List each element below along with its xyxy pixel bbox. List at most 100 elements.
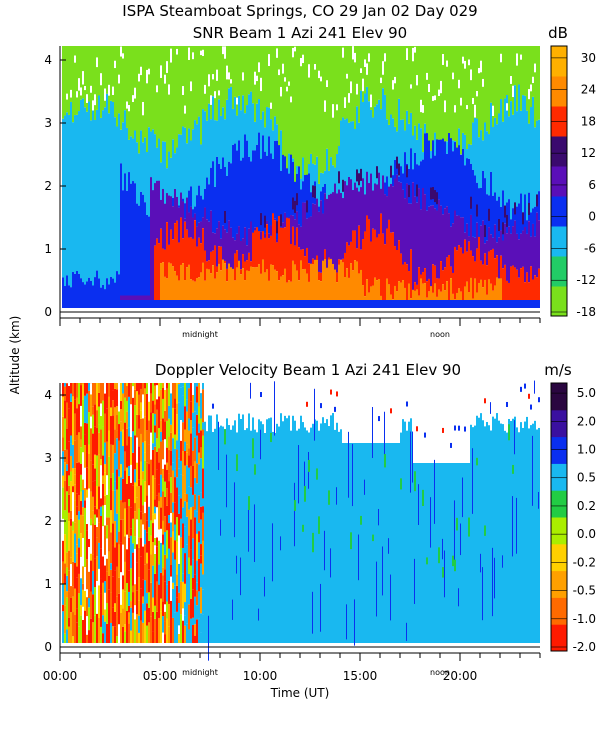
snr-cell	[68, 114, 70, 286]
doppler-streak	[280, 536, 281, 551]
doppler-cell	[274, 432, 276, 643]
doppler-cell	[92, 433, 94, 465]
snr-cell	[326, 46, 328, 149]
snr-cell	[250, 161, 252, 222]
snr-cell	[288, 153, 290, 174]
doppler-cell	[104, 581, 106, 593]
doppler-cell	[154, 618, 156, 643]
doppler-cell	[134, 511, 136, 537]
snr-cell	[250, 266, 252, 301]
snr-cell	[516, 206, 518, 234]
snr-cell	[256, 103, 258, 145]
doppler-cell	[126, 508, 128, 535]
snr-cell	[174, 271, 176, 301]
doppler-cell	[128, 436, 130, 466]
doppler-cell	[190, 433, 192, 466]
snr-cell	[200, 221, 202, 244]
doppler-cell	[128, 475, 130, 500]
doppler-cell	[378, 416, 380, 422]
snr-cell	[516, 111, 518, 207]
snr-cell	[396, 46, 398, 132]
snr-cell	[78, 273, 80, 301]
snr-cell	[170, 157, 172, 220]
snr-cell	[264, 46, 266, 128]
doppler-cell	[108, 489, 110, 518]
doppler-cell	[94, 426, 96, 455]
snr-cell	[474, 278, 476, 301]
doppler-cell	[62, 383, 64, 397]
snr-cell	[234, 96, 236, 144]
doppler-cell	[370, 443, 372, 643]
snr-cell	[504, 98, 506, 215]
doppler-cell	[82, 479, 84, 491]
snr-cell	[394, 46, 396, 127]
doppler-cell	[84, 467, 86, 489]
snr-gap	[362, 78, 364, 92]
doppler-cell	[194, 494, 196, 510]
doppler-cell	[158, 462, 160, 485]
snr-cell	[492, 248, 494, 291]
doppler-cell	[94, 454, 96, 469]
doppler-cell	[68, 383, 70, 386]
doppler-cell	[108, 575, 110, 590]
snr-cell	[480, 46, 482, 131]
doppler-cell	[202, 468, 204, 499]
snr-cell	[432, 292, 434, 301]
snr-gap	[478, 67, 480, 74]
doppler-colorbar-label: -1.0	[573, 612, 596, 626]
doppler-streak	[384, 411, 385, 455]
snr-cell	[294, 219, 296, 246]
doppler-cell	[154, 425, 156, 433]
snr-cell	[126, 127, 128, 191]
doppler-cell	[98, 509, 100, 523]
snr-gap	[344, 97, 346, 108]
snr-cell	[186, 197, 188, 230]
snr-cell	[416, 184, 418, 197]
snr-cell	[208, 184, 210, 222]
doppler-cell	[76, 493, 78, 507]
snr-cell	[400, 282, 402, 301]
snr-cell	[470, 163, 472, 215]
doppler-cell	[110, 407, 112, 417]
doppler-cell	[100, 548, 102, 579]
doppler-cell	[158, 540, 160, 565]
snr-cell	[418, 295, 420, 301]
snr-cell	[226, 232, 228, 269]
snr-cell	[280, 130, 282, 171]
snr-cell	[442, 270, 444, 285]
doppler-cell	[452, 555, 454, 567]
snr-cell	[254, 230, 256, 268]
snr-cell	[440, 205, 442, 262]
snr-cell	[304, 202, 306, 257]
snr-cell	[310, 192, 312, 217]
snr-cell	[166, 46, 168, 169]
snr-gap	[118, 74, 120, 84]
snr-cell	[468, 144, 470, 159]
doppler-cell	[74, 522, 76, 534]
doppler-cell	[476, 415, 478, 643]
snr-cell	[140, 191, 142, 296]
doppler-cell	[124, 470, 126, 502]
doppler-cell	[76, 383, 78, 398]
doppler-cell	[158, 584, 160, 618]
snr-cell	[288, 280, 290, 301]
doppler-cell	[140, 511, 142, 520]
doppler-x-tick-label: 00:00	[43, 669, 78, 683]
snr-cell	[168, 151, 170, 204]
doppler-cell	[360, 515, 362, 525]
doppler-cell	[158, 529, 160, 541]
snr-heatmap	[62, 46, 540, 308]
doppler-cell	[70, 455, 72, 472]
doppler-colorbar-swatch	[551, 624, 567, 652]
snr-cell	[196, 46, 198, 125]
snr-cell	[424, 268, 426, 284]
snr-cell	[300, 46, 302, 179]
snr-cell	[478, 282, 480, 301]
doppler-cell	[156, 451, 158, 470]
doppler-cell	[382, 443, 384, 643]
snr-cell	[520, 110, 522, 194]
doppler-cell	[122, 502, 124, 520]
doppler-cell	[142, 513, 144, 525]
snr-cell	[116, 271, 118, 301]
doppler-cell	[188, 557, 190, 574]
